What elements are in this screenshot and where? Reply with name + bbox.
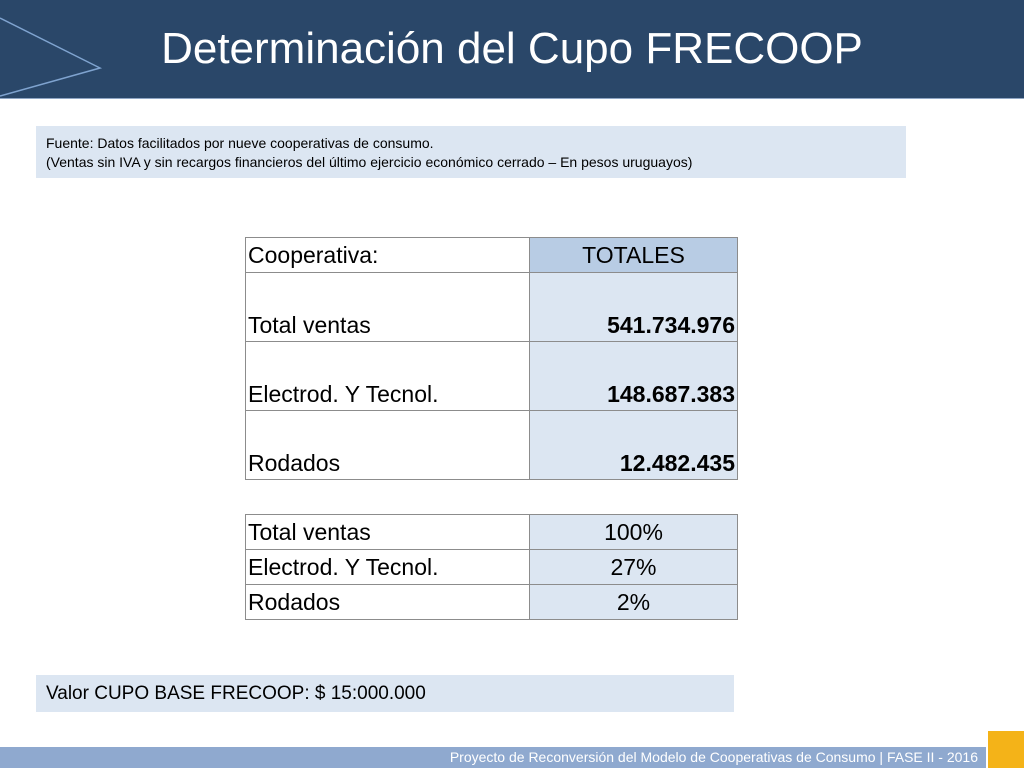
row-value: 148.687.383 [529,341,738,411]
percent-table: Total ventas 100% Electrod. Y Tecnol. 27… [245,514,738,620]
header-totales: TOTALES [529,237,738,273]
row-label: Total ventas [245,272,530,342]
footer-bar: Proyecto de Reconversión del Modelo de C… [0,747,986,768]
table-row: Electrod. Y Tecnol. 27% [245,549,738,585]
row-value: 541.734.976 [529,272,738,342]
table-row: Electrod. Y Tecnol. 148.687.383 [245,341,738,411]
slide-header: Determinación del Cupo FRECOOP [0,0,1024,99]
accent-square [988,731,1024,768]
source-line-2: (Ventas sin IVA y sin recargos financier… [46,154,693,170]
arrow-decoration-icon [0,17,103,97]
row-value: 12.482.435 [529,410,738,480]
table-row: Rodados 2% [245,584,738,620]
source-note: Fuente: Datos facilitados por nueve coop… [36,126,906,178]
row-value: 100% [529,514,738,550]
totals-table: Cooperativa: TOTALES Total ventas 541.73… [245,237,738,480]
row-label: Electrod. Y Tecnol. [245,549,530,585]
row-label: Rodados [245,410,530,480]
row-value: 2% [529,584,738,620]
table-row: Rodados 12.482.435 [245,410,738,480]
table-header-row: Cooperativa: TOTALES [245,237,738,273]
slide-title: Determinación del Cupo FRECOOP [161,24,863,73]
cupo-base-value: Valor CUPO BASE FRECOOP: $ 15:000.000 [36,675,734,712]
row-label: Total ventas [245,514,530,550]
row-value: 27% [529,549,738,585]
row-label: Rodados [245,584,530,620]
table-row: Total ventas 100% [245,514,738,550]
source-line-1: Fuente: Datos facilitados por nueve coop… [46,135,434,151]
header-cooperativa: Cooperativa: [245,237,530,273]
table-row: Total ventas 541.734.976 [245,272,738,342]
row-label: Electrod. Y Tecnol. [245,341,530,411]
